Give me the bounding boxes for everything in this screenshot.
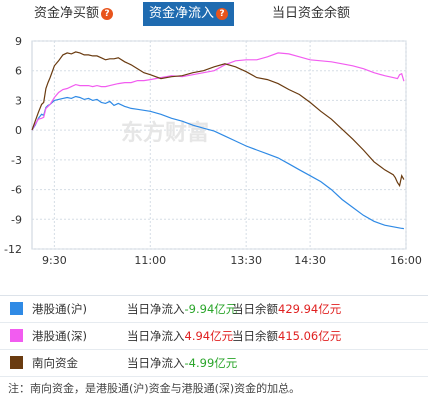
y-tick-label: 9	[15, 35, 22, 48]
tab-net-buy-label: 资金净买额	[34, 6, 100, 21]
series-line-1	[31, 52, 405, 131]
line-chart: 东方财富 9 6 3 0 -3 -6 -9 -12 9:30 11:00 13:30 14:30 16…	[4, 35, 422, 267]
legend-balance: 当日余额415.06亿元	[232, 323, 341, 349]
x-tick-label: 16:00	[390, 254, 422, 267]
help-icon[interactable]: ?	[101, 7, 114, 20]
y-tick-label: 6	[15, 65, 22, 78]
legend-balance-value: 429.94亿元	[278, 302, 342, 316]
x-tick-label: 14:30	[294, 254, 326, 267]
legend-flow-value: -9.94亿元	[184, 302, 238, 316]
legend-swatch-hk-sz	[10, 329, 23, 342]
legend-balance-value: 415.06亿元	[278, 329, 342, 343]
tab-net-inflow-label: 资金净流入	[149, 6, 215, 21]
x-axis: 9:30 11:00 13:30 14:30 16:00	[42, 254, 422, 267]
y-tick-label: 3	[15, 94, 22, 107]
tab-daily-balance-label: 当日资金余额	[272, 6, 351, 21]
x-tick-label: 9:30	[42, 254, 67, 267]
legend-balance-label: 当日余额	[232, 302, 278, 316]
y-tick-label: -9	[11, 213, 22, 226]
series-line-2	[31, 51, 405, 188]
x-tick-label: 11:00	[134, 254, 166, 267]
legend-balance-label: 当日余额	[232, 329, 278, 343]
y-tick-label: -12	[4, 243, 22, 256]
legend-row-hk-sz: 港股通(深) 当日净流入4.94亿元 当日余额415.06亿元	[0, 323, 428, 350]
tab-daily-balance[interactable]: 当日资金余额	[272, 3, 350, 25]
legend-swatch-hk-sh	[10, 302, 23, 315]
tab-bar: 资金净买额? 资金净流入? 当日资金余额	[0, 0, 428, 26]
legend-flow: 当日净流入4.94亿元	[127, 323, 233, 349]
chart-grid	[31, 40, 407, 250]
y-axis: 9 6 3 0 -3 -6 -9 -12	[4, 35, 22, 256]
legend-flow-label: 当日净流入	[127, 329, 185, 343]
legend-flow: 当日净流入-4.99亿元	[127, 350, 237, 376]
y-tick-label: -3	[11, 154, 22, 167]
legend-balance: 当日余额429.94亿元	[232, 296, 341, 322]
tab-net-inflow[interactable]: 资金净流入?	[143, 2, 235, 26]
legend-table: 港股通(沪) 当日净流入-9.94亿元 当日余额429.94亿元 港股通(深) …	[0, 295, 428, 377]
legend-row-southbound: 南向资金 当日净流入-4.99亿元	[0, 350, 428, 377]
plot-frame	[31, 40, 407, 250]
footnote: 注：南向资金，是港股通(沪)资金与港股通(深)资金的加总。	[8, 382, 301, 395]
legend-flow-label: 当日净流入	[127, 356, 185, 370]
legend-flow-value: 4.94亿元	[184, 329, 234, 343]
help-icon[interactable]: ?	[216, 7, 229, 20]
tab-net-buy[interactable]: 资金净买额?	[34, 3, 114, 25]
legend-flow: 当日净流入-9.94亿元	[127, 296, 237, 322]
y-tick-label: 0	[15, 124, 22, 137]
legend-name: 港股通(深)	[32, 329, 87, 343]
y-tick-label: -6	[11, 184, 22, 197]
legend-row-hk-sh: 港股通(沪) 当日净流入-9.94亿元 当日余额429.94亿元	[0, 296, 428, 323]
legend-flow-label: 当日净流入	[127, 302, 185, 316]
legend-swatch-southbound	[10, 356, 23, 369]
watermark: 东方财富	[121, 120, 209, 146]
legend-name: 南向资金	[32, 356, 78, 370]
legend-flow-value: -4.99亿元	[184, 356, 238, 370]
series-lines	[31, 51, 405, 230]
legend-name: 港股通(沪)	[32, 302, 87, 316]
series-line-0	[31, 95, 404, 230]
x-tick-label: 13:30	[230, 254, 262, 267]
